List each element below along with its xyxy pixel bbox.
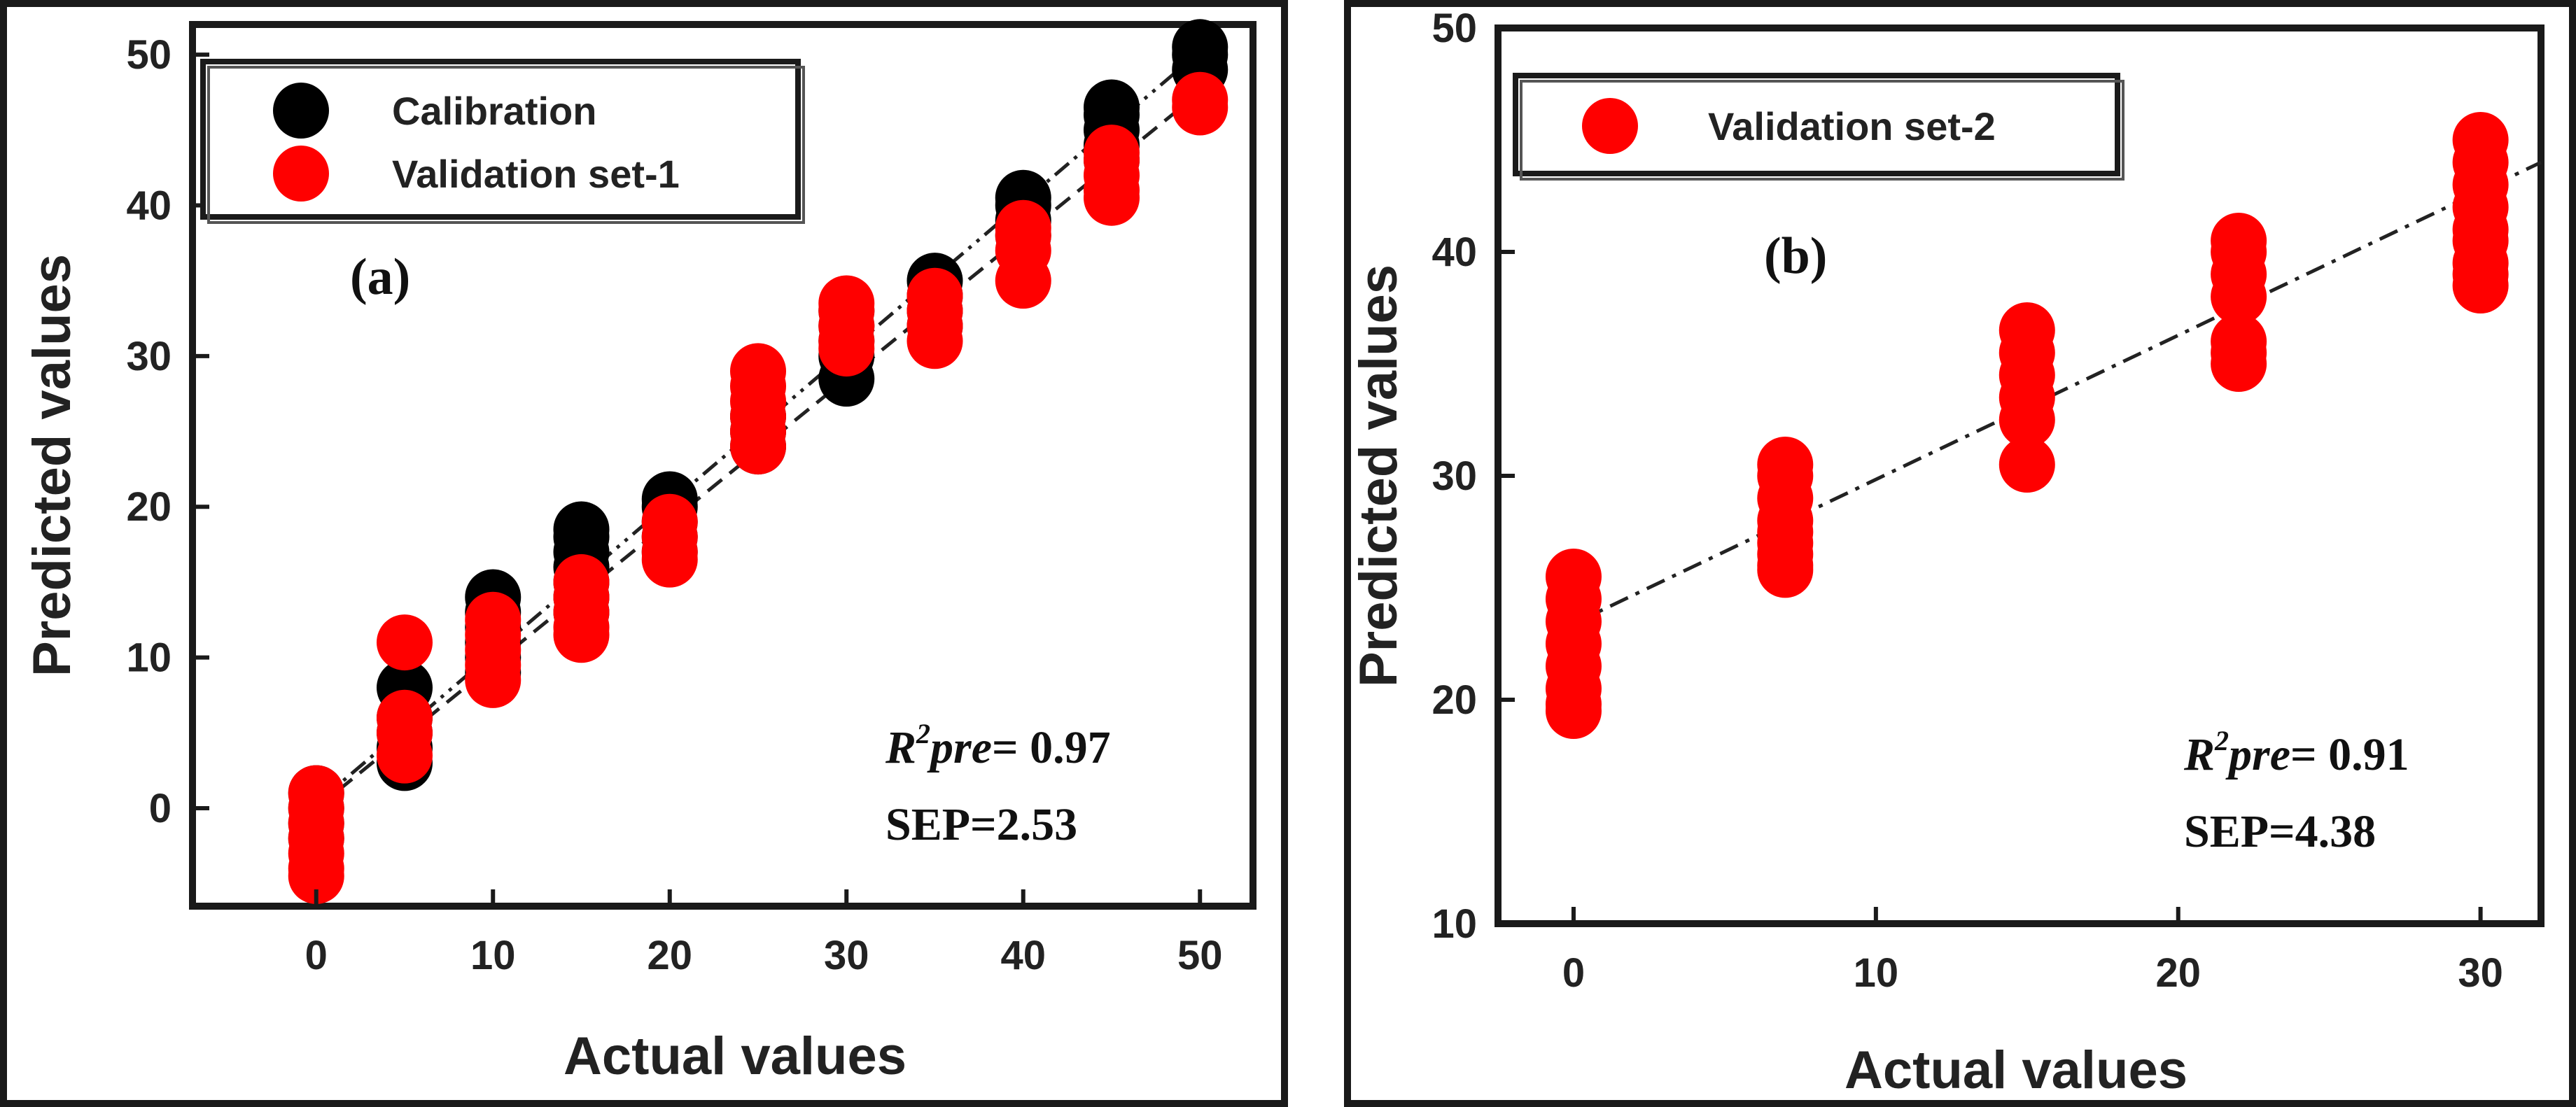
legend-shadow [207,66,805,224]
point-validation-set-1 [641,531,698,588]
point-validation-set-1 [1172,79,1228,136]
y-tick-label: 40 [1432,230,1477,275]
panel-a-points [288,19,1228,904]
legend-shadow [1520,80,2124,181]
r2-suffix: pre [927,722,992,773]
x-tick-label: 40 [1000,933,1046,978]
point-validation-set-1 [553,607,610,663]
point-validation-set-1 [377,727,433,784]
r2-symbol: R [885,722,916,773]
x-tick-label: 30 [824,933,869,978]
x-tick-label: 10 [1854,950,1899,996]
legend-label-validation-set-1: Validation set-1 [392,152,680,196]
y-tick-label: 50 [1432,6,1477,51]
legend-marker-calibration [273,83,329,139]
r2-value: = 0.91 [2290,729,2409,780]
r2-symbol: R [2183,729,2215,780]
point-validation-set-1 [906,313,963,369]
panel-b-fit-lines [1572,160,2542,626]
x-tick-label: 20 [647,933,692,978]
r2-superscript: 2 [2214,725,2229,756]
panel-b-x-axis-label: Actual values [1844,1041,2188,1100]
panel-b-y-ticks: 10 20 30 40 50 [1432,6,1515,947]
y-tick-label: 30 [1432,453,1477,499]
fit-line-1 [1572,160,2542,626]
point-validation-set-2 [2452,258,2509,313]
x-tick-label: 20 [2155,950,2201,996]
panel-a-x-axis-label: Actual values [564,1027,906,1086]
y-tick-label: 10 [126,635,172,681]
point-validation-set-1 [288,847,344,904]
panel-a-y-axis-label: Predicted values [22,254,82,677]
legend-label-validation-set-2: Validation set-2 [1708,104,1996,148]
panel-a-legend: Calibration Validation set-1 [200,59,805,224]
panel-b-label: (b) [1764,227,1827,285]
y-tick-label: 20 [1432,677,1477,723]
panel-b-y-axis-label: Predicted values [1349,265,1408,687]
panel-b-x-ticks: 0 10 20 30 [1562,907,2503,996]
point-validation-set-1 [465,651,522,708]
x-tick-label: 10 [470,933,516,978]
y-tick-label: 20 [126,484,172,530]
r2-superscript: 2 [916,718,930,749]
legend-marker-validation-set-2 [1582,98,1638,154]
legend-label-calibration: Calibration [392,89,596,133]
point-validation-set-2 [1998,392,2055,448]
panel-b-sep: SEP=4.38 [2184,806,2376,857]
point-validation-set-1 [1084,169,1140,226]
point-validation-set-2 [1545,683,1602,739]
panel-a-y-ticks: 0 10 20 30 40 50 [126,32,209,831]
legend-marker-validation-set-1 [273,146,329,202]
point-validation-set-2 [1757,542,1814,598]
y-tick-label: 40 [126,183,172,228]
r2-value: = 0.97 [992,722,1111,773]
y-tick-label: 10 [1432,901,1477,947]
panel-b-r2: R2pre= 0.91 [2183,725,2409,780]
panel-b-points [1545,112,2509,739]
x-tick-label: 0 [1562,950,1585,996]
panel-a-chart: 0 10 20 30 40 50 0 10 20 30 40 50 Calibration Vali… [0,0,1288,1107]
panel-a-plot-frame [189,21,1256,910]
point-validation-set-2 [2211,336,2267,392]
x-tick-label: 0 [305,933,328,978]
panel-a-label: (a) [350,248,410,306]
panel-a-r2: R2pre= 0.97 [885,718,1111,773]
panel-b-legend: Validation set-2 [1513,73,2124,181]
y-tick-label: 30 [126,334,172,379]
x-tick-label: 30 [2458,950,2503,996]
y-tick-label: 50 [126,32,172,78]
point-validation-set-1 [818,320,875,377]
x-tick-label: 50 [1177,933,1223,978]
point-validation-set-2 [1998,437,2055,493]
point-validation-set-1 [730,418,786,475]
y-tick-label: 0 [149,786,172,831]
panel-a-x-ticks: 0 10 20 30 40 50 [305,889,1223,978]
point-validation-set-1 [377,614,433,671]
r2-suffix: pre [2225,729,2290,780]
point-validation-set-1 [995,253,1051,309]
point-validation-set-2 [2211,269,2267,325]
panel-a-sep: SEP=2.53 [886,799,1077,850]
